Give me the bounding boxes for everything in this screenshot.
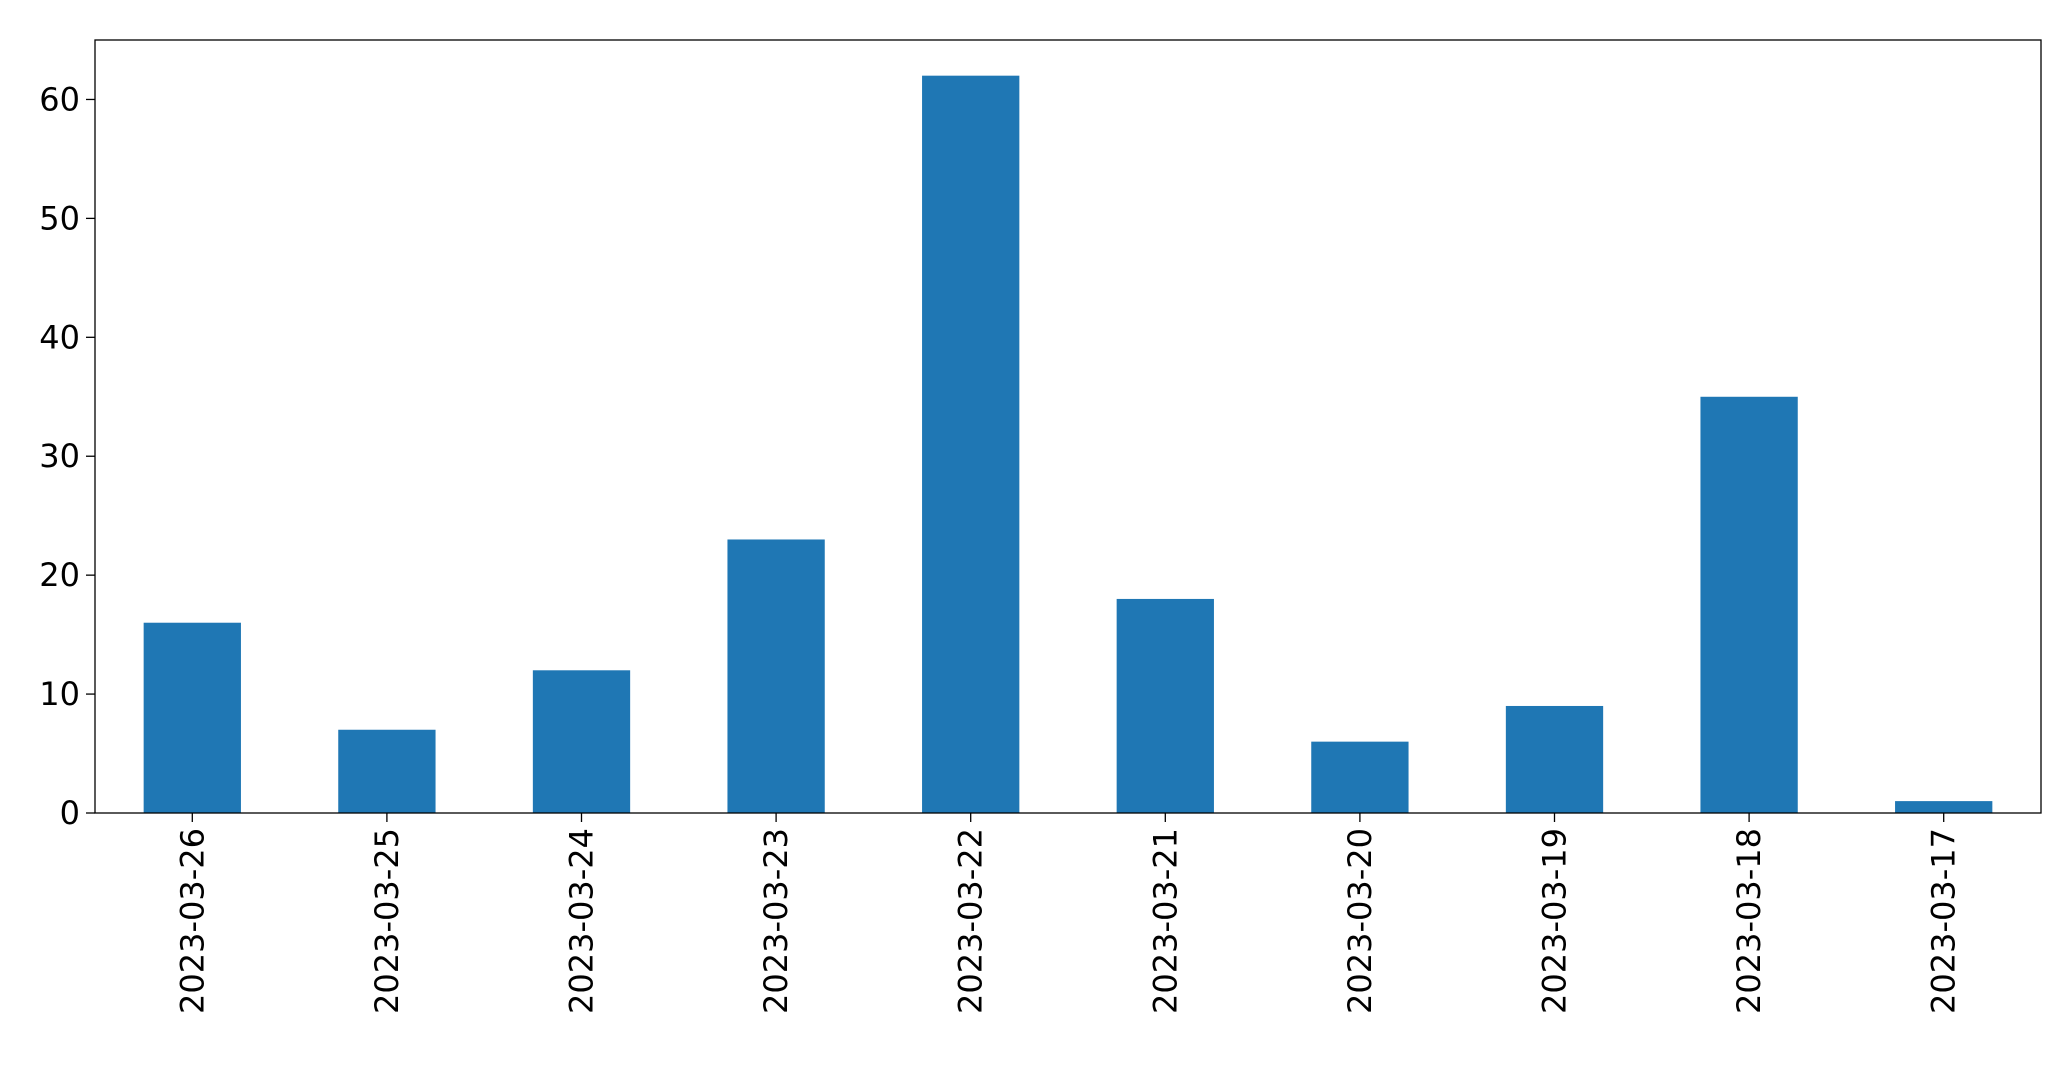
x-tick-label: 2023-03-26 xyxy=(173,828,211,1014)
y-tick-label: 10 xyxy=(39,675,80,713)
bar-2023-03-24 xyxy=(532,670,631,813)
bar-2023-03-25 xyxy=(338,729,436,813)
bar-2023-03-19 xyxy=(1505,705,1604,813)
bar-2023-03-22 xyxy=(922,75,1020,814)
x-tick-label: 2023-03-23 xyxy=(757,828,795,1014)
y-tick-label: 50 xyxy=(39,199,80,237)
bars-layer xyxy=(143,75,1993,814)
bar-2023-03-18 xyxy=(1700,396,1798,813)
bar-2023-03-23 xyxy=(727,539,825,813)
x-tick-label: 2023-03-22 xyxy=(952,828,990,1014)
y-tick-label: 0 xyxy=(60,794,80,832)
y-tick-label: 40 xyxy=(39,318,80,356)
bar-2023-03-17 xyxy=(1895,801,1993,813)
x-tick-label: 2023-03-21 xyxy=(1146,828,1184,1014)
bar-2023-03-21 xyxy=(1116,598,1214,813)
y-tick-label: 30 xyxy=(39,437,80,475)
x-tick-label: 2023-03-24 xyxy=(563,828,601,1014)
y-tick-label: 60 xyxy=(39,80,80,118)
bar-2023-03-26 xyxy=(143,622,241,813)
x-tick-label: 2023-03-19 xyxy=(1536,828,1574,1014)
x-tick-label: 2023-03-25 xyxy=(368,828,406,1014)
x-tick-label: 2023-03-20 xyxy=(1341,828,1379,1014)
plot-frame xyxy=(94,39,2042,814)
y-axis: 0 10 20 30 40 50 60 xyxy=(39,80,95,832)
y-tick-label: 20 xyxy=(39,556,80,594)
x-tick-label: 2023-03-18 xyxy=(1730,828,1768,1014)
bar-2023-03-20 xyxy=(1311,741,1409,813)
x-axis: 2023-03-26 2023-03-25 2023-03-24 2023-03-23… xyxy=(173,813,1963,1014)
x-tick-label: 2023-03-17 xyxy=(1925,828,1963,1014)
